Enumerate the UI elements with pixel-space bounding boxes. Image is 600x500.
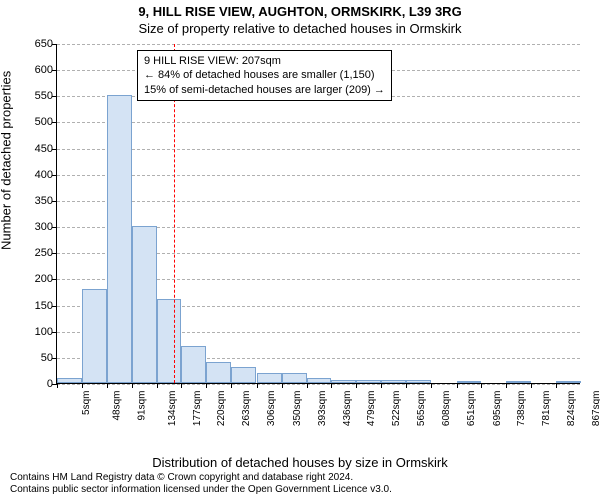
xtick-label: 479sqm bbox=[367, 391, 378, 427]
histogram-bar bbox=[506, 381, 531, 383]
xtick-label: 350sqm bbox=[292, 391, 303, 427]
xtick-mark bbox=[82, 383, 83, 388]
xtick-label: 134sqm bbox=[167, 391, 178, 427]
xtick-label: 565sqm bbox=[416, 391, 427, 427]
xtick-mark bbox=[356, 383, 357, 388]
annotation-box: 9 HILL RISE VIEW: 207sqm ← 84% of detach… bbox=[137, 50, 392, 101]
xtick-label: 781sqm bbox=[541, 391, 552, 427]
histogram-bar bbox=[331, 380, 356, 383]
histogram-bar bbox=[107, 95, 132, 383]
xtick-label: 608sqm bbox=[441, 391, 452, 427]
histogram-bar bbox=[406, 380, 431, 383]
histogram-bar bbox=[206, 362, 231, 383]
grid-line bbox=[57, 175, 580, 176]
ytick-label: 300 bbox=[35, 221, 57, 233]
plot-area: 9 HILL RISE VIEW: 207sqm ← 84% of detach… bbox=[56, 44, 580, 384]
xtick-label: 867sqm bbox=[591, 391, 600, 427]
xtick-mark bbox=[481, 383, 482, 388]
grid-line bbox=[57, 201, 580, 202]
histogram-bar bbox=[132, 226, 157, 383]
ytick-label: 100 bbox=[35, 326, 57, 338]
annot-line2: ← 84% of detached houses are smaller (1,… bbox=[144, 68, 385, 82]
xtick-mark bbox=[531, 383, 532, 388]
title-main: 9, HILL RISE VIEW, AUGHTON, ORMSKIRK, L3… bbox=[0, 0, 600, 19]
xtick-mark bbox=[181, 383, 182, 388]
ytick-label: 500 bbox=[35, 116, 57, 128]
histogram-bar bbox=[82, 289, 107, 383]
xtick-mark bbox=[206, 383, 207, 388]
xtick-label: 5sqm bbox=[81, 391, 92, 415]
histogram-bar bbox=[307, 378, 332, 383]
histogram-bar bbox=[57, 378, 82, 383]
xtick-label: 695sqm bbox=[492, 391, 503, 427]
xtick-label: 91sqm bbox=[136, 391, 147, 421]
ytick-label: 0 bbox=[47, 378, 57, 390]
histogram-bar bbox=[231, 367, 256, 383]
xtick-mark bbox=[157, 383, 158, 388]
xtick-label: 824sqm bbox=[566, 391, 577, 427]
xtick-mark bbox=[457, 383, 458, 388]
y-axis-label: Number of detached properties bbox=[0, 71, 14, 250]
xtick-mark bbox=[406, 383, 407, 388]
ytick-label: 650 bbox=[35, 38, 57, 50]
xtick-label: 738sqm bbox=[516, 391, 527, 427]
grid-line bbox=[57, 44, 580, 45]
grid-line bbox=[57, 384, 580, 385]
xtick-mark bbox=[431, 383, 432, 388]
ytick-label: 550 bbox=[35, 90, 57, 102]
xtick-mark bbox=[506, 383, 507, 388]
ytick-label: 150 bbox=[35, 300, 57, 312]
histogram-bar bbox=[556, 381, 581, 383]
x-axis-label: Distribution of detached houses by size … bbox=[0, 455, 600, 470]
ytick-label: 250 bbox=[35, 247, 57, 259]
ytick-label: 200 bbox=[35, 273, 57, 285]
xtick-mark bbox=[307, 383, 308, 388]
title-sub: Size of property relative to detached ho… bbox=[0, 19, 600, 36]
xtick-mark bbox=[381, 383, 382, 388]
ytick-label: 350 bbox=[35, 195, 57, 207]
histogram-bar bbox=[282, 373, 307, 383]
xtick-mark bbox=[257, 383, 258, 388]
chart-container: 9, HILL RISE VIEW, AUGHTON, ORMSKIRK, L3… bbox=[0, 0, 600, 500]
xtick-mark bbox=[132, 383, 133, 388]
xtick-label: 436sqm bbox=[342, 391, 353, 427]
xtick-mark bbox=[231, 383, 232, 388]
ytick-label: 600 bbox=[35, 64, 57, 76]
xtick-mark bbox=[556, 383, 557, 388]
histogram-bar bbox=[181, 346, 206, 383]
xtick-mark bbox=[57, 383, 58, 388]
xtick-label: 263sqm bbox=[241, 391, 252, 427]
grid-line bbox=[57, 149, 580, 150]
ytick-label: 50 bbox=[41, 352, 57, 364]
histogram-bar bbox=[457, 381, 482, 383]
xtick-label: 393sqm bbox=[317, 391, 328, 427]
footer-line1: Contains HM Land Registry data © Crown c… bbox=[10, 472, 392, 484]
xtick-label: 522sqm bbox=[391, 391, 402, 427]
annot-line1: 9 HILL RISE VIEW: 207sqm bbox=[144, 54, 385, 68]
grid-line bbox=[57, 122, 580, 123]
xtick-mark bbox=[282, 383, 283, 388]
footer-line2: Contains public sector information licen… bbox=[10, 484, 392, 496]
xtick-label: 220sqm bbox=[217, 391, 228, 427]
xtick-label: 48sqm bbox=[111, 391, 122, 421]
ytick-label: 450 bbox=[35, 143, 57, 155]
histogram-bar bbox=[157, 299, 182, 383]
xtick-label: 651sqm bbox=[466, 391, 477, 427]
histogram-bar bbox=[257, 373, 282, 383]
xtick-label: 306sqm bbox=[266, 391, 277, 427]
xtick-label: 177sqm bbox=[192, 391, 203, 427]
histogram-bar bbox=[356, 380, 381, 383]
footer: Contains HM Land Registry data © Crown c… bbox=[10, 472, 392, 496]
ytick-label: 400 bbox=[35, 169, 57, 181]
annot-line3: 15% of semi-detached houses are larger (… bbox=[144, 83, 385, 97]
histogram-bar bbox=[381, 380, 406, 383]
xtick-mark bbox=[107, 383, 108, 388]
xtick-mark bbox=[331, 383, 332, 388]
